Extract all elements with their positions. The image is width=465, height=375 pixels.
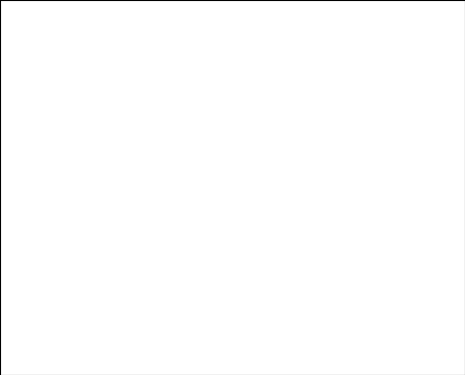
- Bar: [345, 202, 363, 249]
- Text: GSM88341: GSM88341: [72, 262, 81, 303]
- FancyBboxPatch shape: [302, 249, 337, 302]
- FancyBboxPatch shape: [232, 276, 406, 302]
- Bar: [310, 234, 328, 249]
- FancyBboxPatch shape: [59, 249, 94, 302]
- Bar: [275, 150, 293, 249]
- Bar: [147, 150, 152, 249]
- FancyBboxPatch shape: [267, 249, 302, 302]
- FancyBboxPatch shape: [371, 249, 406, 302]
- Text: GSM88346: GSM88346: [246, 262, 254, 304]
- FancyBboxPatch shape: [302, 249, 337, 276]
- Text: GSM88348: GSM88348: [281, 237, 287, 276]
- Bar: [286, 187, 290, 249]
- Bar: [320, 220, 325, 249]
- Text: GSM88343: GSM88343: [141, 262, 150, 304]
- FancyBboxPatch shape: [94, 249, 128, 302]
- Text: GSM88352: GSM88352: [384, 262, 393, 303]
- FancyBboxPatch shape: [94, 249, 128, 276]
- Text: count: count: [95, 307, 124, 316]
- Bar: [112, 169, 117, 249]
- FancyBboxPatch shape: [128, 249, 163, 302]
- FancyBboxPatch shape: [232, 249, 267, 302]
- Text: GSM88352: GSM88352: [385, 237, 392, 276]
- FancyBboxPatch shape: [198, 249, 232, 276]
- FancyBboxPatch shape: [267, 249, 302, 276]
- FancyBboxPatch shape: [163, 249, 198, 276]
- Text: GSM88350: GSM88350: [349, 262, 358, 304]
- Text: control: control: [126, 284, 165, 294]
- FancyBboxPatch shape: [337, 249, 371, 276]
- Text: GSM88350: GSM88350: [351, 237, 357, 276]
- Text: GSM88349: GSM88349: [316, 237, 322, 276]
- FancyBboxPatch shape: [198, 249, 232, 302]
- Text: GSM88348: GSM88348: [280, 262, 289, 303]
- FancyBboxPatch shape: [371, 249, 406, 276]
- Text: GSM88342: GSM88342: [107, 262, 116, 303]
- Bar: [73, 356, 87, 366]
- FancyBboxPatch shape: [337, 249, 371, 302]
- Bar: [250, 172, 253, 249]
- Text: p38 overexpression: p38 overexpression: [265, 284, 374, 294]
- Text: value, Detection Call = ABSENT: value, Detection Call = ABSENT: [95, 339, 260, 350]
- Bar: [78, 194, 82, 249]
- FancyBboxPatch shape: [59, 249, 94, 276]
- Bar: [73, 323, 87, 333]
- Text: GSM88341: GSM88341: [73, 237, 80, 276]
- Bar: [390, 150, 394, 249]
- FancyBboxPatch shape: [163, 249, 198, 302]
- Text: rank, Detection Call = ABSENT: rank, Detection Call = ABSENT: [95, 356, 255, 366]
- Title: GDS2487 / 1382097_at: GDS2487 / 1382097_at: [152, 13, 313, 28]
- Bar: [246, 140, 254, 249]
- Bar: [379, 92, 398, 249]
- Bar: [216, 172, 218, 249]
- Bar: [172, 191, 190, 249]
- Text: GSM88343: GSM88343: [143, 237, 149, 276]
- Bar: [181, 194, 186, 249]
- Text: GSM88345: GSM88345: [211, 262, 219, 304]
- Bar: [73, 339, 87, 350]
- Bar: [67, 154, 86, 249]
- Bar: [211, 129, 219, 249]
- Text: GSM88345: GSM88345: [212, 237, 218, 276]
- Text: protocol: protocol: [9, 284, 54, 294]
- Bar: [137, 70, 155, 249]
- Text: GSM88344: GSM88344: [178, 237, 184, 276]
- FancyBboxPatch shape: [59, 276, 232, 302]
- Bar: [102, 129, 120, 249]
- Text: percentile rank within the sample: percentile rank within the sample: [95, 323, 271, 333]
- FancyBboxPatch shape: [128, 249, 163, 276]
- Bar: [73, 306, 87, 317]
- FancyBboxPatch shape: [232, 249, 267, 276]
- Text: GSM88342: GSM88342: [108, 237, 114, 276]
- Text: GSM88346: GSM88346: [247, 237, 253, 276]
- Text: GSM88349: GSM88349: [315, 262, 324, 304]
- Text: GSM88344: GSM88344: [176, 262, 185, 304]
